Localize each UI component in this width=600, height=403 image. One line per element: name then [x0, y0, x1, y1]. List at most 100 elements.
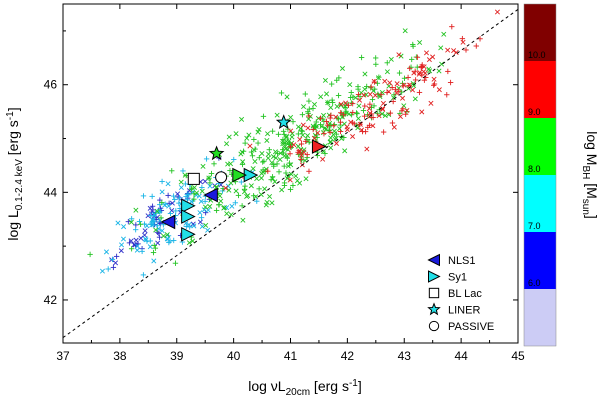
background-point: [232, 200, 239, 206]
background-point: [401, 75, 408, 81]
x-tick-label: 44: [454, 349, 468, 363]
background-point: [315, 130, 321, 136]
background-point: [439, 61, 445, 67]
colorbar-bin: [524, 175, 556, 232]
background-point: [329, 99, 336, 106]
background-point: [324, 122, 331, 128]
background-point: [380, 129, 387, 135]
y-tick-label: 42: [44, 293, 58, 307]
background-point: [265, 155, 271, 161]
background-point: [283, 134, 289, 140]
legend-symbol: [427, 302, 441, 316]
background-point: [306, 98, 312, 104]
background-point: [342, 148, 348, 154]
background-point: [396, 70, 403, 76]
background-point: [241, 186, 248, 192]
background-point: [421, 77, 428, 83]
background-point: [281, 131, 287, 138]
background-point: [256, 155, 263, 161]
background-point: [291, 142, 297, 148]
background-point: [372, 86, 378, 92]
background-point: [158, 215, 164, 221]
background-point: [298, 152, 304, 158]
background-point: [240, 159, 246, 165]
background-point: [198, 198, 204, 204]
background-point: [402, 28, 408, 34]
background-point: [278, 90, 285, 96]
background-point: [200, 163, 206, 169]
background-scatter: [87, 9, 500, 278]
background-point: [176, 195, 183, 201]
background-point: [280, 150, 287, 156]
x-tick-label: 37: [56, 349, 70, 363]
background-point: [419, 109, 425, 115]
background-point: [121, 224, 127, 230]
background-point: [297, 136, 303, 142]
background-point: [473, 43, 479, 49]
background-point: [329, 97, 335, 103]
background-point: [339, 65, 345, 71]
background-point: [279, 187, 285, 193]
background-point: [199, 224, 205, 230]
background-point: [242, 183, 248, 189]
background-point: [269, 128, 276, 134]
background-point: [223, 185, 229, 191]
background-point: [428, 100, 434, 106]
background-point: [229, 203, 235, 209]
background-point: [384, 69, 390, 75]
background-point: [401, 103, 407, 109]
background-point: [233, 131, 239, 137]
background-point: [172, 260, 179, 266]
background-point: [460, 39, 466, 45]
background-point: [140, 193, 147, 199]
background-point: [372, 92, 378, 98]
background-point: [348, 89, 354, 96]
background-point: [165, 192, 171, 199]
legend-label: BL Lac: [448, 288, 482, 300]
background-point: [362, 103, 368, 109]
background-point: [151, 213, 157, 219]
background-point: [159, 189, 165, 195]
background-point: [206, 175, 212, 181]
background-point: [340, 112, 347, 118]
background-point: [256, 127, 262, 133]
background-point: [239, 116, 245, 122]
point-nls1: [160, 214, 176, 230]
background-point: [161, 233, 167, 239]
background-point: [391, 95, 397, 101]
colorbar-frame: [523, 3, 557, 347]
background-point: [242, 140, 248, 146]
background-point: [271, 161, 277, 168]
background-point: [369, 96, 376, 103]
background-point: [299, 111, 306, 118]
background-point: [150, 218, 156, 224]
background-point: [305, 110, 311, 117]
background-point: [287, 186, 294, 193]
background-point: [451, 48, 457, 54]
background-point: [327, 129, 333, 136]
background-point: [364, 146, 370, 152]
background-point: [366, 106, 372, 112]
background-point: [387, 110, 394, 116]
background-point: [207, 203, 213, 209]
background-point: [338, 110, 344, 116]
background-point: [248, 149, 255, 155]
background-point: [266, 147, 272, 153]
background-point: [287, 151, 293, 157]
background-point: [134, 243, 140, 249]
background-point: [378, 91, 384, 98]
background-point: [286, 141, 293, 148]
background-point: [436, 87, 442, 93]
background-point: [412, 77, 419, 83]
background-point: [165, 181, 171, 187]
background-point: [180, 168, 186, 174]
background-point: [438, 45, 444, 51]
background-point: [165, 236, 171, 242]
background-point: [384, 89, 390, 96]
y-axis: 42 44 46: [44, 30, 518, 307]
background-point: [295, 143, 301, 149]
background-point: [155, 240, 161, 246]
background-point: [113, 253, 120, 260]
background-point: [304, 151, 310, 158]
background-point: [410, 43, 416, 49]
